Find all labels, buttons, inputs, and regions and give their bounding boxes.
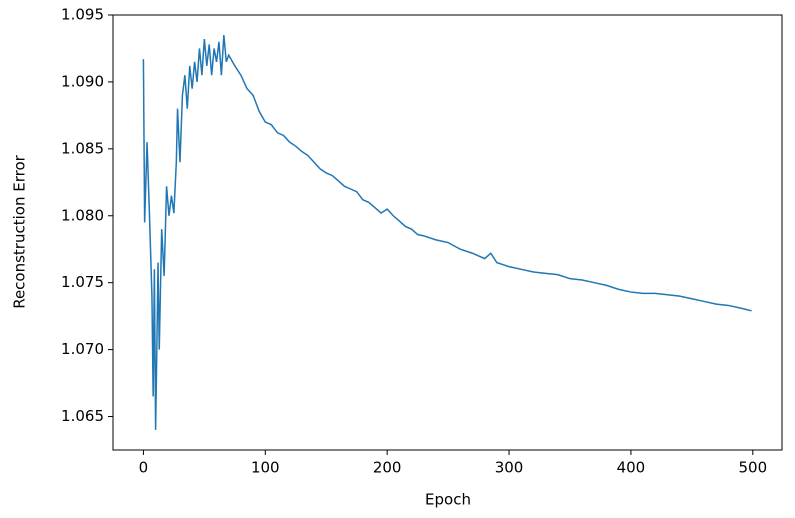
x-tick-label: 0	[139, 459, 149, 477]
x-tick-label: 100	[251, 459, 280, 477]
y-tick-label: 1.065	[61, 407, 104, 425]
x-tick-label: 200	[373, 459, 402, 477]
y-tick-label: 1.090	[61, 72, 104, 90]
plot-frame	[112, 14, 783, 451]
y-tick-label: 1.075	[61, 273, 104, 291]
line	[142, 35, 752, 430]
x-tick-label: 500	[738, 459, 767, 477]
x-tick-label: 400	[617, 459, 646, 477]
y-tick-label: 1.085	[61, 139, 104, 157]
y-tick-label: 1.070	[61, 340, 104, 358]
y-axis-label: Reconstruction Error	[11, 154, 29, 308]
y-tick-label: 1.095	[61, 6, 104, 24]
x-tick-label: 300	[495, 459, 524, 477]
x-axis-label: Epoch	[425, 491, 471, 509]
y-tick-label: 1.080	[61, 206, 104, 224]
